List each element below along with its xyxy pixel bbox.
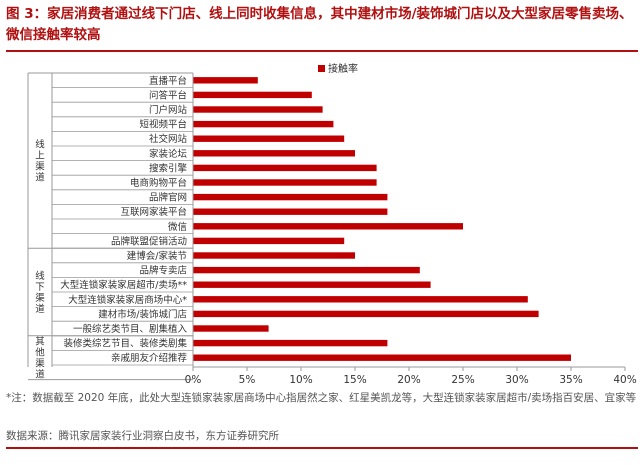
x-tick-label: 15% — [343, 374, 366, 386]
bar — [193, 193, 388, 201]
bar — [193, 77, 258, 84]
category-label: 短视频平台 — [139, 119, 187, 131]
x-tick-label: 40% — [613, 374, 636, 386]
category-label: 社交网站 — [149, 133, 188, 145]
bar — [193, 296, 528, 303]
bar-chart: 接触率直播平台问答平台门户网站短视频平台社交网站家装论坛搜索引擎电商购物平台品牌… — [27, 62, 637, 386]
bar — [193, 179, 377, 186]
bar — [193, 135, 345, 142]
category-label: 家装论坛 — [149, 148, 188, 160]
x-tick-label: 25% — [451, 374, 474, 386]
bar — [193, 223, 463, 230]
footnote: *注：数据截至 2020 年底，此处大型连锁家装家居商场中心指居然之家、红星美凯… — [6, 392, 637, 404]
x-tick-label: 35% — [559, 374, 582, 386]
group-label: 线上渠道 — [35, 139, 45, 184]
category-label: 大型连锁家装家居商场中心* — [68, 294, 187, 306]
data-source: 数据来源：腾讯家居家装行业洞察白皮书，东方证券研究所 — [6, 430, 279, 442]
x-tick-label: 5% — [239, 374, 256, 386]
bar — [193, 325, 269, 332]
category-label: 建博会/家装节 — [127, 250, 187, 262]
bar — [193, 354, 571, 361]
x-tick-label: 20% — [397, 374, 420, 386]
category-label: 搜索引擎 — [149, 162, 188, 174]
category-label: 一般综艺类节目、剧集植入 — [73, 323, 188, 335]
bar — [193, 106, 323, 113]
bar — [193, 281, 431, 288]
category-label: 电商购物平台 — [130, 177, 187, 189]
x-tick-label: 0% — [185, 374, 202, 386]
category-label: 互联网家装平台 — [120, 206, 187, 218]
category-label: 门户网站 — [149, 104, 188, 116]
bar — [193, 208, 388, 215]
category-label: 装修类综艺节目、装修类剧集 — [63, 338, 187, 350]
bar — [193, 339, 388, 347]
group-label: 其他渠道 — [35, 337, 45, 381]
bar — [193, 252, 355, 259]
legend-swatch — [318, 65, 325, 72]
bar — [193, 120, 334, 128]
legend-label: 接触率 — [328, 62, 358, 75]
category-label: 大型连锁家装家居超市/卖场** — [60, 279, 187, 291]
footer-divider — [6, 447, 638, 449]
category-label: 亲戚朋友介绍推荐 — [111, 352, 188, 364]
bar — [193, 164, 377, 172]
category-label: 建材市场/装饰城门店 — [98, 308, 187, 320]
chart-title: 图 3：家居消费者通过线下门店、线上同时收集信息，其中建材市场/装饰城门店以及大… — [6, 6, 633, 43]
bar — [193, 310, 539, 318]
group-label: 线下渠道 — [35, 270, 45, 315]
title-divider — [6, 50, 638, 52]
bar — [193, 266, 420, 274]
category-label: 品牌官网 — [149, 192, 187, 204]
bar — [193, 237, 345, 245]
category-label: 微信 — [168, 221, 187, 233]
bar — [193, 91, 312, 99]
category-label: 直播平台 — [149, 75, 187, 87]
bar — [193, 150, 355, 157]
category-label: 问答平台 — [149, 89, 187, 101]
x-tick-label: 10% — [289, 374, 312, 386]
x-tick-label: 30% — [505, 374, 528, 386]
category-label: 品牌专卖店 — [139, 265, 187, 277]
category-label: 品牌联盟促销活动 — [111, 235, 187, 247]
